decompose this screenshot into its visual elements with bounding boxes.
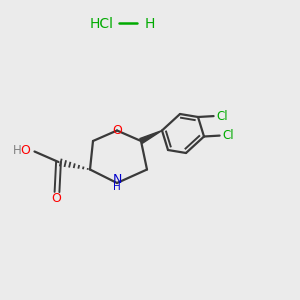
Text: H: H: [113, 182, 121, 193]
Text: Cl: Cl: [217, 110, 228, 123]
Text: Cl: Cl: [223, 129, 234, 142]
Text: O: O: [51, 192, 61, 205]
Text: HCl: HCl: [90, 17, 114, 31]
Polygon shape: [140, 130, 162, 143]
Text: N: N: [112, 173, 122, 186]
Text: H: H: [145, 17, 155, 31]
Text: O: O: [112, 124, 122, 137]
Text: O: O: [20, 144, 30, 157]
Text: H: H: [13, 144, 22, 158]
